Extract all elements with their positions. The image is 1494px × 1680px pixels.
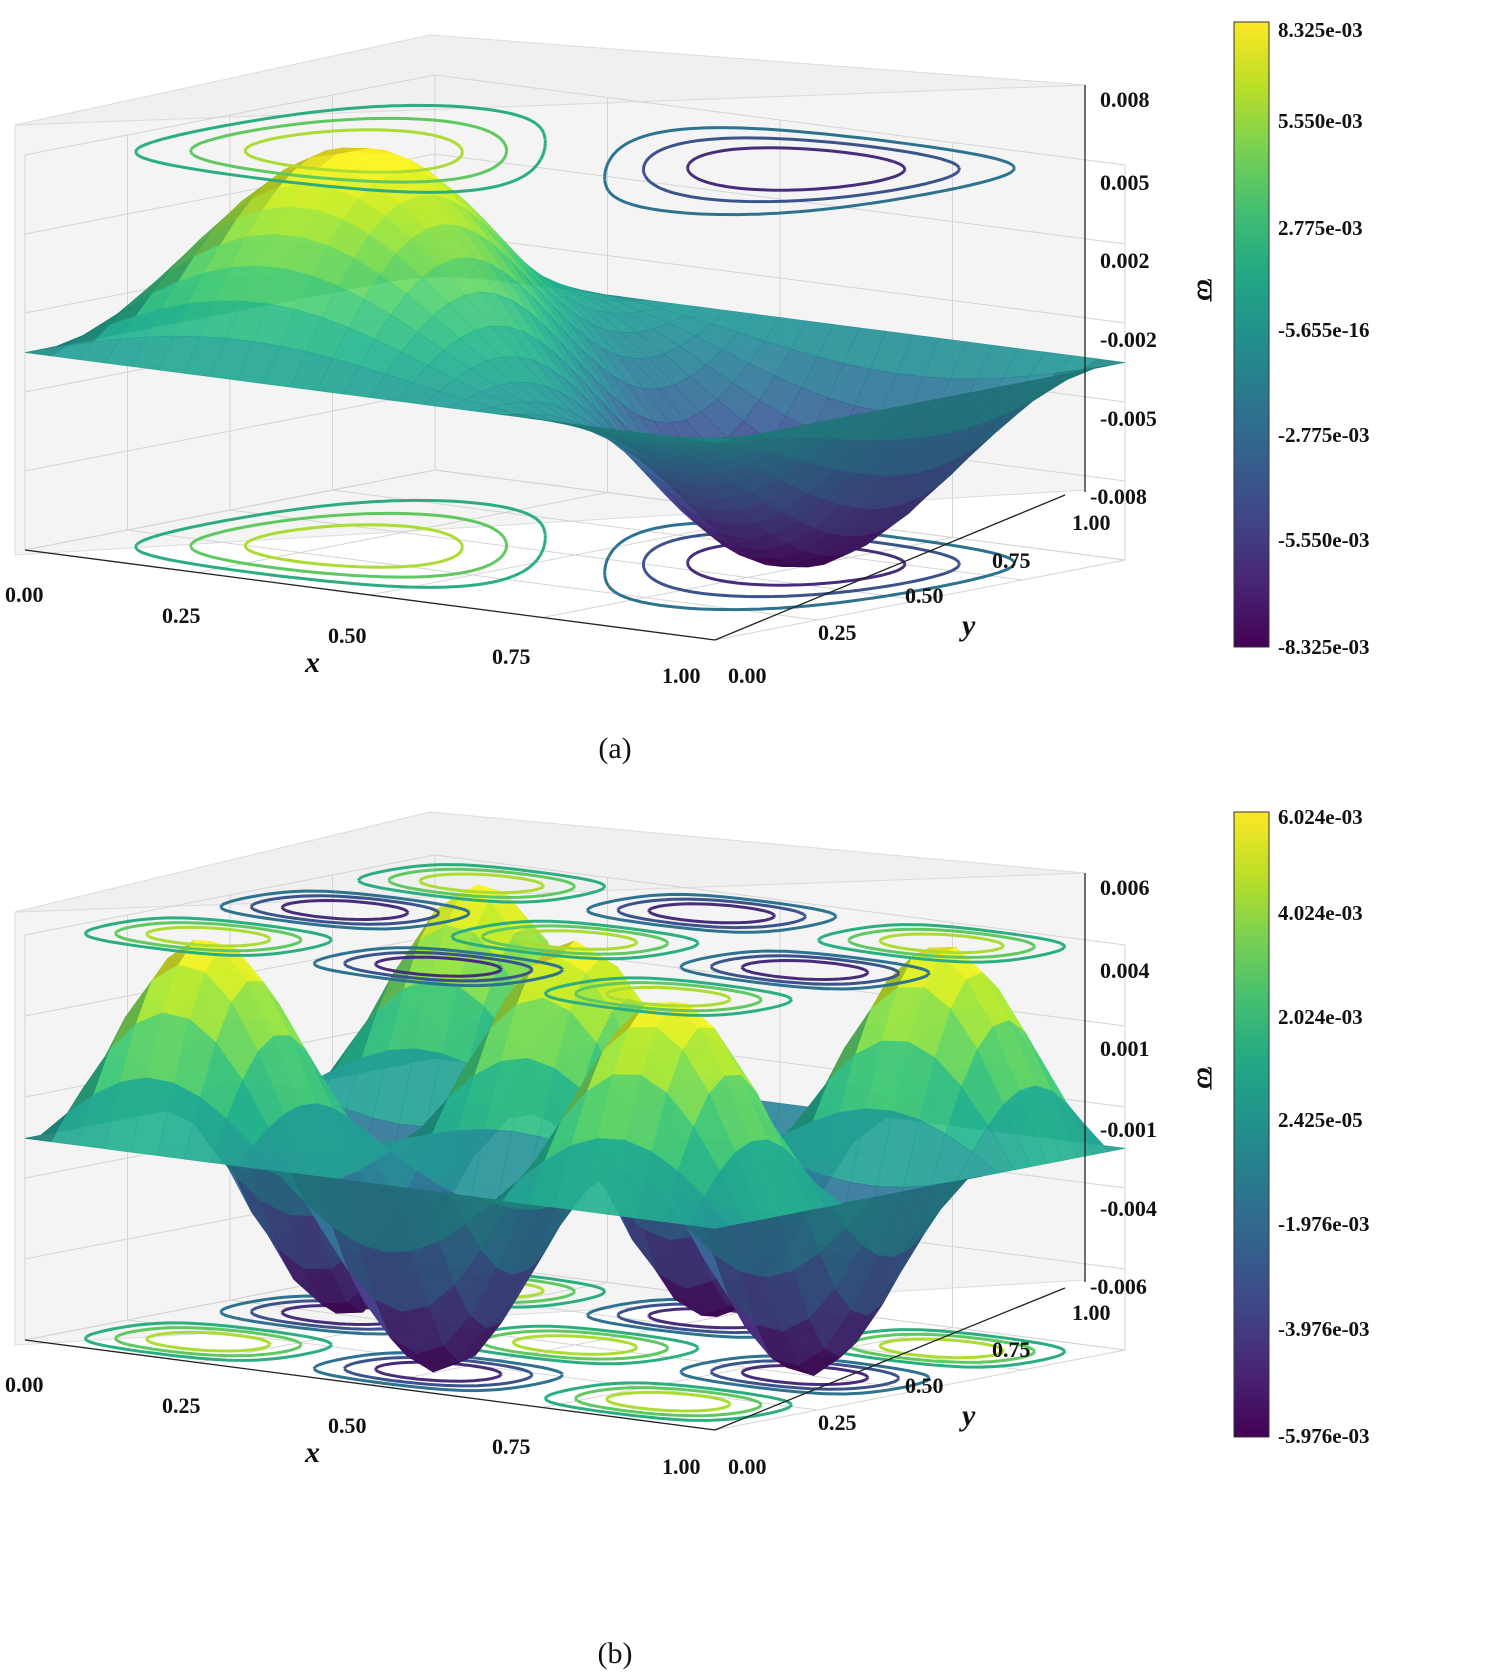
y-tick: 0.25: [818, 620, 857, 645]
colorbar-tick: 4.024e-03: [1278, 901, 1363, 925]
colorbar-tick: -8.325e-03: [1278, 635, 1370, 659]
contour-line: [603, 126, 1016, 217]
x-tick: 1.00: [662, 1454, 701, 1479]
grid-line: [332, 489, 1023, 581]
surface-plot-a: 0.008 0.005 0.002 -0.002 -0.005 -0.008 ϖ…: [5, 18, 1370, 765]
contour-line: [641, 531, 961, 599]
contour-line: [83, 863, 1067, 1017]
z-tick: 0.005: [1100, 170, 1150, 195]
colorbar-tick: 6.024e-03: [1278, 805, 1363, 829]
surface-facet: [688, 1195, 732, 1229]
y-axis-label: y: [959, 609, 976, 642]
z-tick: -0.002: [1100, 327, 1157, 352]
z-tick: 0.002: [1100, 248, 1150, 273]
z-tick: 0.006: [1100, 875, 1150, 900]
colorbar-tick: -2.775e-03: [1278, 423, 1370, 447]
z-tick: -0.006: [1090, 1274, 1147, 1299]
surface-mesh: [24, 147, 1126, 568]
contour-line: [686, 146, 907, 192]
y-tick: 0.00: [728, 1454, 767, 1479]
contour-line: [243, 523, 464, 569]
contour-line: [134, 498, 547, 589]
x-tick: 0.25: [162, 603, 201, 628]
colorbar-tick: -1.976e-03: [1278, 1212, 1370, 1236]
contour-line: [249, 894, 901, 986]
panel-caption: (a): [598, 732, 631, 765]
surface-plot-b: 0.006 0.004 0.001 -0.001 -0.004 -0.006 ϖ…: [5, 805, 1370, 1670]
y-tick: 0.50: [905, 1373, 944, 1398]
z-tick: -0.005: [1100, 406, 1157, 431]
colorbar: 6.024e-03 4.024e-03 2.024e-03 2.425e-05 …: [1233, 805, 1370, 1448]
x-tick: 0.75: [492, 1434, 531, 1459]
contour-line: [219, 889, 931, 991]
x-tick: 0.25: [162, 1393, 201, 1418]
grid-line: [714, 559, 1126, 641]
x-tick: 0.50: [328, 623, 367, 648]
colorbar-tick: 5.550e-03: [1278, 109, 1363, 133]
contour-line: [641, 136, 961, 204]
contour-line: [189, 511, 509, 579]
grid-line: [229, 1299, 921, 1391]
x-tick: 0.00: [5, 582, 44, 607]
top-contours: [134, 103, 1016, 217]
colorbar-gradient: [1233, 21, 1270, 648]
y-tick: 0.75: [992, 548, 1031, 573]
y-tick: 0.50: [905, 583, 944, 608]
x-axis-ticks: 0.00 0.25 0.50 0.75 1.00: [5, 582, 701, 688]
colorbar-ticks: 8.325e-03 5.550e-03 2.775e-03 -5.655e-16…: [1278, 18, 1370, 659]
colorbar-tick: 8.325e-03: [1278, 18, 1363, 42]
z-tick: 0.004: [1100, 958, 1150, 983]
x-tick: 1.00: [662, 663, 701, 688]
colorbar: 8.325e-03 5.550e-03 2.775e-03 -5.655e-16…: [1233, 18, 1370, 659]
contour-line: [145, 1277, 1005, 1413]
z-tick: 0.001: [1100, 1036, 1150, 1061]
x-tick: 0.00: [5, 1372, 44, 1397]
colorbar-tick: -5.976e-03: [1278, 1424, 1370, 1448]
colorbar-tick: -5.655e-16: [1278, 318, 1370, 342]
y-axis-label: y: [959, 1399, 976, 1432]
z-tick: -0.004: [1100, 1196, 1157, 1221]
y-tick: 1.00: [1072, 510, 1111, 535]
grid-line: [542, 537, 953, 618]
z-tick: 0.008: [1100, 87, 1150, 112]
contour-line: [280, 899, 870, 981]
z-axis-ticks: 0.008 0.005 0.002 -0.002 -0.005 -0.008: [1090, 87, 1157, 509]
colorbar-gradient: [1233, 811, 1270, 1438]
contour-line: [114, 867, 1036, 1013]
contour-line: [145, 872, 1005, 1008]
y-tick: 0.00: [728, 663, 767, 688]
z-axis-ticks: 0.006 0.004 0.001 -0.001 -0.004 -0.006: [1090, 875, 1157, 1299]
y-axis-ticks: 0.00 0.25 0.50 0.75 1.00: [728, 510, 1111, 688]
panel-caption: (b): [598, 1637, 633, 1670]
surface-facet: [688, 438, 731, 443]
colorbar-ticks: 6.024e-03 4.024e-03 2.024e-03 2.425e-05 …: [1278, 805, 1370, 1448]
x-tick: 0.75: [492, 644, 531, 669]
contour-line: [189, 116, 509, 184]
y-tick: 0.75: [992, 1337, 1031, 1362]
axes-box: [24, 873, 1086, 1431]
top-contours: [83, 863, 1067, 1017]
colorbar-tick: 2.024e-03: [1278, 1005, 1363, 1029]
colorbar-tick: 2.425e-05: [1278, 1108, 1363, 1132]
contour-line: [134, 103, 547, 194]
y-tick: 0.25: [818, 1410, 857, 1435]
grid-line: [542, 1327, 953, 1408]
z-axis-label: ϖ: [1191, 1067, 1224, 1091]
axes-box: [24, 85, 1086, 641]
z-tick: -0.001: [1100, 1117, 1157, 1142]
contour-line: [243, 128, 464, 174]
colorbar-tick: -5.550e-03: [1278, 528, 1370, 552]
x-axis-ticks: 0.00 0.25 0.50 0.75 1.00: [5, 1372, 701, 1479]
colorbar-tick: -3.976e-03: [1278, 1317, 1370, 1341]
y-tick: 1.00: [1072, 1300, 1111, 1325]
z-axis-label: ϖ: [1191, 279, 1224, 303]
colorbar-tick: 2.775e-03: [1278, 216, 1363, 240]
z-tick: -0.008: [1090, 484, 1147, 509]
y-axis-ticks: 0.00 0.25 0.50 0.75 1.00: [728, 1300, 1111, 1479]
grid-line: [714, 1349, 1126, 1431]
x-axis-label: x: [304, 646, 320, 679]
x-axis-label: x: [304, 1436, 320, 1469]
x-tick: 0.50: [328, 1413, 367, 1438]
